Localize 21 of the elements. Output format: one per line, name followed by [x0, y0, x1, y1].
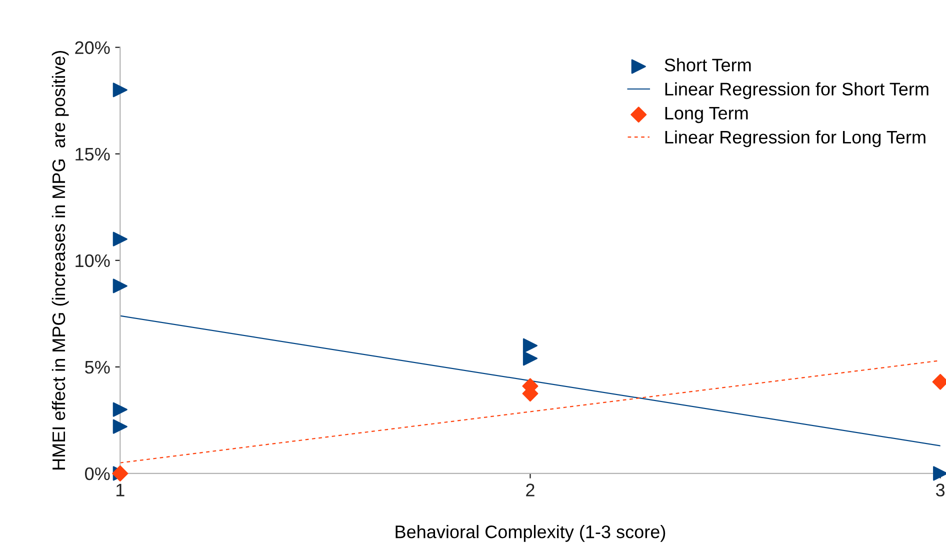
point — [112, 278, 128, 294]
point — [112, 232, 128, 246]
y-tick-label: 0% — [85, 467, 110, 480]
legend-label: Linear Regression for Short Term — [665, 82, 928, 100]
point — [112, 402, 128, 417]
y-tick-label: 20% — [75, 41, 110, 54]
y-axis-title: HMEI effect in MPG (increases in MPG are positive) — [52, 50, 69, 470]
legend-label: Short Term — [664, 58, 751, 72]
x-tick-label: 2 — [526, 484, 534, 496]
y-tick-label: 15% — [76, 148, 110, 161]
point — [522, 338, 538, 353]
point — [112, 419, 128, 434]
y-tick-label: 10% — [76, 254, 110, 268]
legend-label: Long Term — [665, 106, 748, 124]
x-axis-title: Behavioral Complexity (1-3 score) — [396, 525, 666, 542]
x-tick-label: 1 — [116, 484, 124, 496]
x-tick-label: 3 — [936, 484, 945, 496]
legend-label: Linear Regression for Long Term — [665, 130, 926, 148]
point — [112, 82, 128, 98]
y-tick-label: 5% — [85, 360, 110, 374]
point — [522, 351, 538, 366]
